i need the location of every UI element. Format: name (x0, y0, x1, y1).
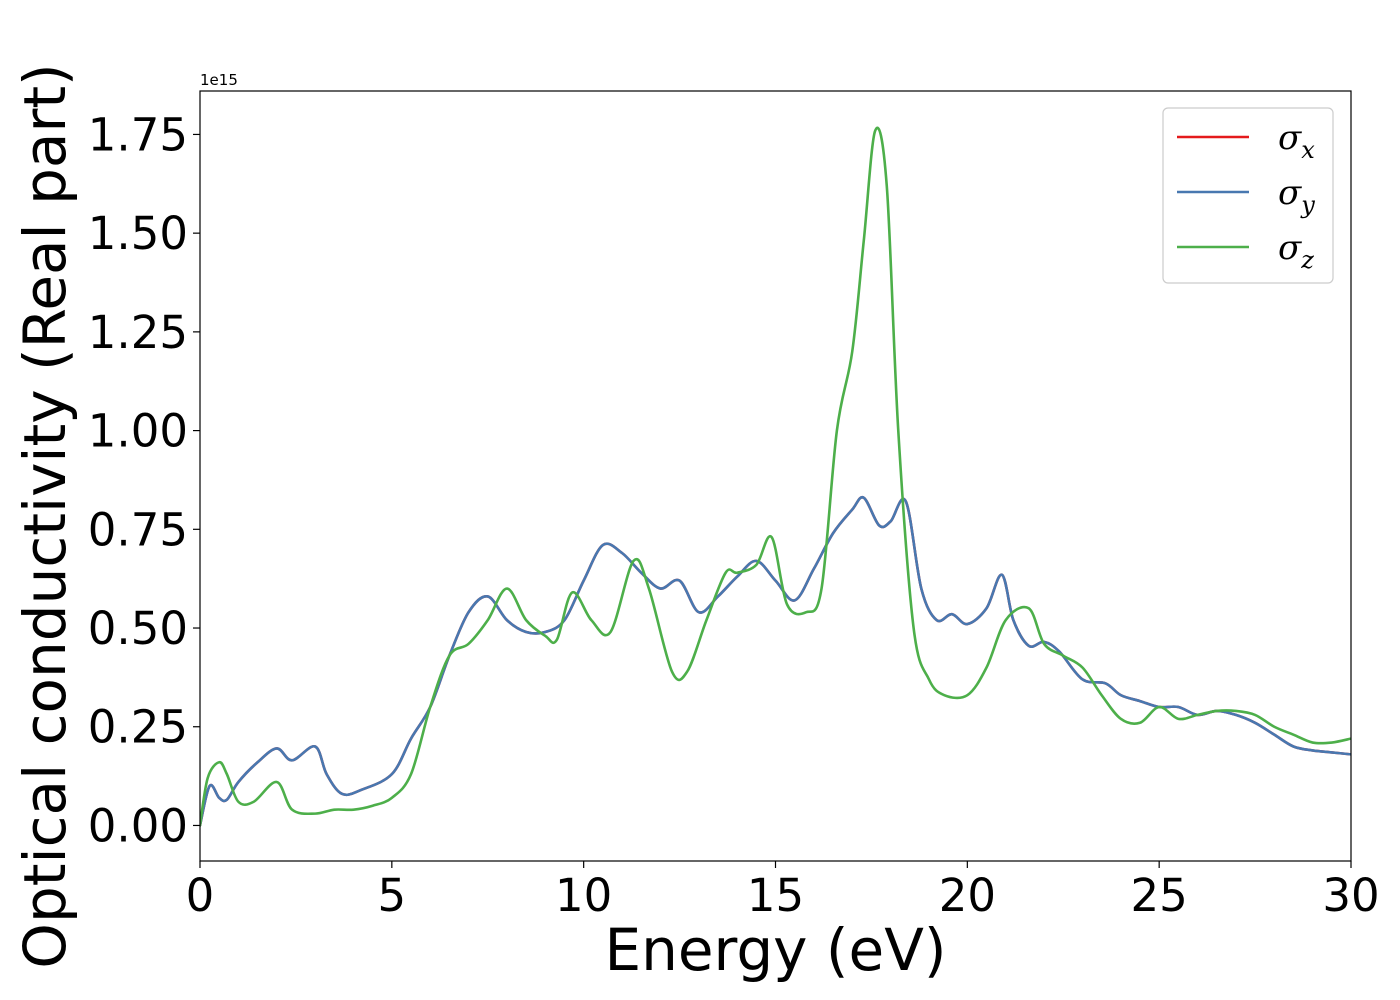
x-axis-ticks: 0 5 10 15 20 25 30 (186, 861, 1380, 922)
legend-label-sigma-z: σz (1278, 228, 1314, 274)
y-tick-label: 0.25 (88, 701, 188, 754)
x-tick-label: 5 (378, 869, 407, 922)
x-axis-label: Energy (eV) (604, 916, 946, 984)
x-tick-label: 10 (555, 869, 612, 922)
series-line-sigma-y (200, 495, 1351, 827)
y-tick-label: 1.00 (88, 405, 188, 458)
y-tick-label: 1.50 (88, 207, 188, 260)
legend-subscript: y (1300, 191, 1315, 219)
x-tick-label: 30 (1322, 869, 1379, 922)
y-tick-label: 0.00 (88, 799, 188, 852)
y-axis-ticks: 0.00 0.25 0.50 0.75 1.00 1.25 1.50 1.75 (88, 108, 200, 852)
legend-label-sigma-x: σx (1278, 118, 1315, 164)
legend-box (1162, 107, 1334, 284)
y-tick-label: 0.75 (88, 503, 188, 556)
legend-subscript: x (1301, 136, 1315, 164)
x-tick-label: 25 (1131, 869, 1188, 922)
y-axis-label: Optical conductivity (Real part) (11, 63, 79, 968)
legend-symbol: σ (1278, 173, 1302, 213)
y-tick-label: 1.25 (88, 306, 188, 359)
series-layer (200, 126, 1351, 827)
series-line-sigma-z (200, 126, 1351, 827)
x-tick-label: 15 (747, 869, 804, 922)
x-tick-label: 20 (939, 869, 996, 922)
legend-label-sigma-y: σy (1278, 173, 1315, 219)
y-tick-label: 0.50 (88, 602, 188, 655)
y-tick-label: 1.75 (88, 108, 188, 161)
x-tick-label: 0 (186, 869, 215, 922)
legend-symbol: σ (1278, 228, 1302, 268)
y-axis-offset-text: 1e15 (200, 71, 238, 89)
legend-symbol: σ (1278, 118, 1302, 158)
legend-subscript: z (1300, 246, 1314, 274)
